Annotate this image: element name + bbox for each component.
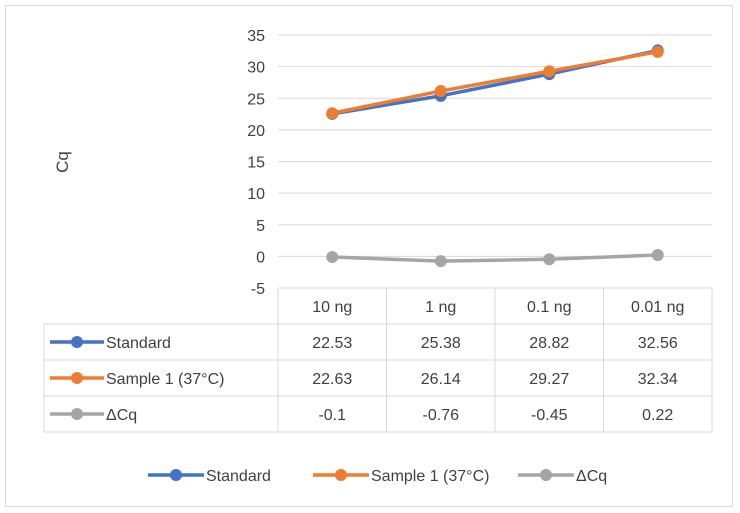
series-2 (326, 248, 664, 268)
y-tick-label: 20 (247, 123, 265, 140)
data-label: 29.27 (529, 371, 569, 388)
category-label: 0.1 ng (527, 299, 571, 316)
category-label: 1 ng (425, 299, 456, 316)
category-label: 10 ng (312, 299, 352, 316)
legend-label: Sample 1 (37°C) (371, 468, 489, 485)
data-point (326, 107, 339, 120)
data-point (543, 65, 556, 78)
data-label: -0.76 (423, 407, 460, 424)
data-label: 32.34 (638, 371, 678, 388)
legend-marker (540, 469, 552, 481)
data-point (434, 255, 447, 268)
y-tick-label: 5 (256, 218, 265, 235)
data-label: -0.45 (531, 407, 568, 424)
series-line (330, 253, 660, 263)
y-tick-label: 10 (247, 186, 265, 203)
data-table: 10 ng 1 ng 0.1 ng 0.01 ng Standard 22.53 25.38… (43, 287, 713, 433)
y-tick-label: 30 (247, 60, 265, 77)
series-layer (326, 44, 664, 268)
y-axis-ticks: 35 30 25 20 15 10 5 0 -5 (247, 28, 265, 298)
data-label: 25.38 (421, 335, 461, 352)
y-axis-label: Cq (53, 151, 72, 173)
legend: Standard Sample 1 (37°C) ΔCq (148, 468, 607, 485)
data-point (651, 45, 664, 58)
legend-marker (335, 469, 347, 481)
y-tick-label: 15 (247, 155, 265, 172)
series-1 (326, 45, 664, 120)
data-label: 22.63 (312, 371, 352, 388)
data-label: 22.53 (312, 335, 352, 352)
series-line (330, 50, 660, 115)
legend-item: ΔCq (518, 468, 607, 485)
y-tick-label: -5 (251, 281, 265, 298)
legend-item: Sample 1 (37°C) (313, 468, 489, 485)
data-label: 0.22 (642, 407, 673, 424)
data-label: 28.82 (529, 335, 569, 352)
category-label: 0.01 ng (631, 299, 684, 316)
data-point (326, 251, 339, 264)
table-legend-marker (71, 372, 83, 384)
data-point (543, 253, 556, 266)
row-label: Sample 1 (37°C) (106, 371, 224, 388)
data-label: 26.14 (421, 371, 461, 388)
table-legend-marker (71, 408, 83, 420)
legend-label: Standard (206, 468, 271, 485)
gridlines (278, 34, 712, 289)
row-label: Standard (106, 335, 171, 352)
legend-item: Standard (148, 468, 271, 485)
legend-marker (170, 469, 182, 481)
data-label: 32.56 (638, 335, 678, 352)
y-tick-label: 25 (247, 91, 265, 108)
row-label: ΔCq (106, 407, 137, 424)
y-tick-label: 35 (247, 28, 265, 45)
legend-label: ΔCq (576, 468, 607, 485)
data-label: -0.1 (318, 407, 346, 424)
data-point (651, 248, 664, 261)
y-tick-label: 0 (256, 249, 265, 266)
data-point (434, 85, 447, 98)
table-legend-marker (71, 336, 83, 348)
